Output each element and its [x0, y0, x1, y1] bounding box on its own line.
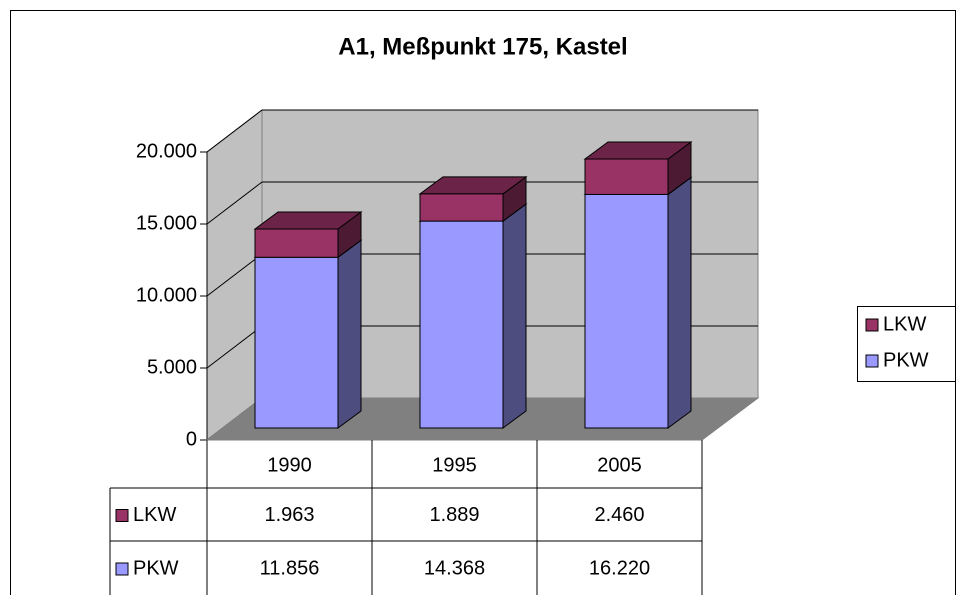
table-legend-key	[115, 509, 129, 522]
grid-side	[206, 109, 263, 153]
table-header: 1995	[432, 454, 477, 476]
legend-label: PKW	[883, 349, 929, 371]
table-cell: 1.963	[264, 504, 314, 526]
bar	[253, 211, 363, 259]
table-row-label: LKW	[133, 504, 176, 526]
table-legend-key	[115, 562, 129, 576]
y-tick-label: 5.000	[147, 356, 197, 378]
table-cell: 11.856	[260, 557, 320, 579]
bar-side	[502, 203, 527, 429]
legend-label: LKW	[883, 313, 926, 335]
bar-front	[419, 220, 504, 429]
bar-front	[584, 193, 669, 429]
table-header: 1990	[267, 454, 312, 476]
bar-front	[254, 256, 339, 429]
table-row-label: PKW	[133, 557, 179, 579]
bar	[418, 175, 528, 223]
grid-side	[206, 325, 263, 369]
bar	[253, 239, 363, 429]
bar-front	[419, 193, 504, 222]
bar-side	[667, 176, 692, 429]
bar	[583, 141, 693, 196]
grid-side	[206, 253, 263, 297]
y-tick-label: 20.000	[136, 140, 197, 162]
chart-title: A1, Meßpunkt 175, Kastel	[338, 33, 627, 60]
legend-key	[865, 354, 879, 368]
legend-key	[865, 318, 879, 332]
table-cell: 16.220	[589, 557, 650, 579]
bar-front	[584, 158, 669, 195]
table-header: 2005	[597, 454, 642, 476]
y-tick-label: 15.000	[136, 212, 197, 234]
bar	[418, 203, 528, 429]
grid-line	[206, 109, 758, 153]
bar-side	[337, 239, 362, 429]
y-tick-label: 0	[186, 428, 197, 450]
bar	[583, 176, 693, 429]
table-cell: 2.460	[594, 504, 644, 526]
grid-side	[206, 181, 263, 225]
bar-front	[254, 228, 339, 258]
y-tick-label: 10.000	[136, 284, 197, 306]
table-cell: 1.889	[429, 504, 479, 526]
table-cell: 14.368	[424, 557, 485, 579]
